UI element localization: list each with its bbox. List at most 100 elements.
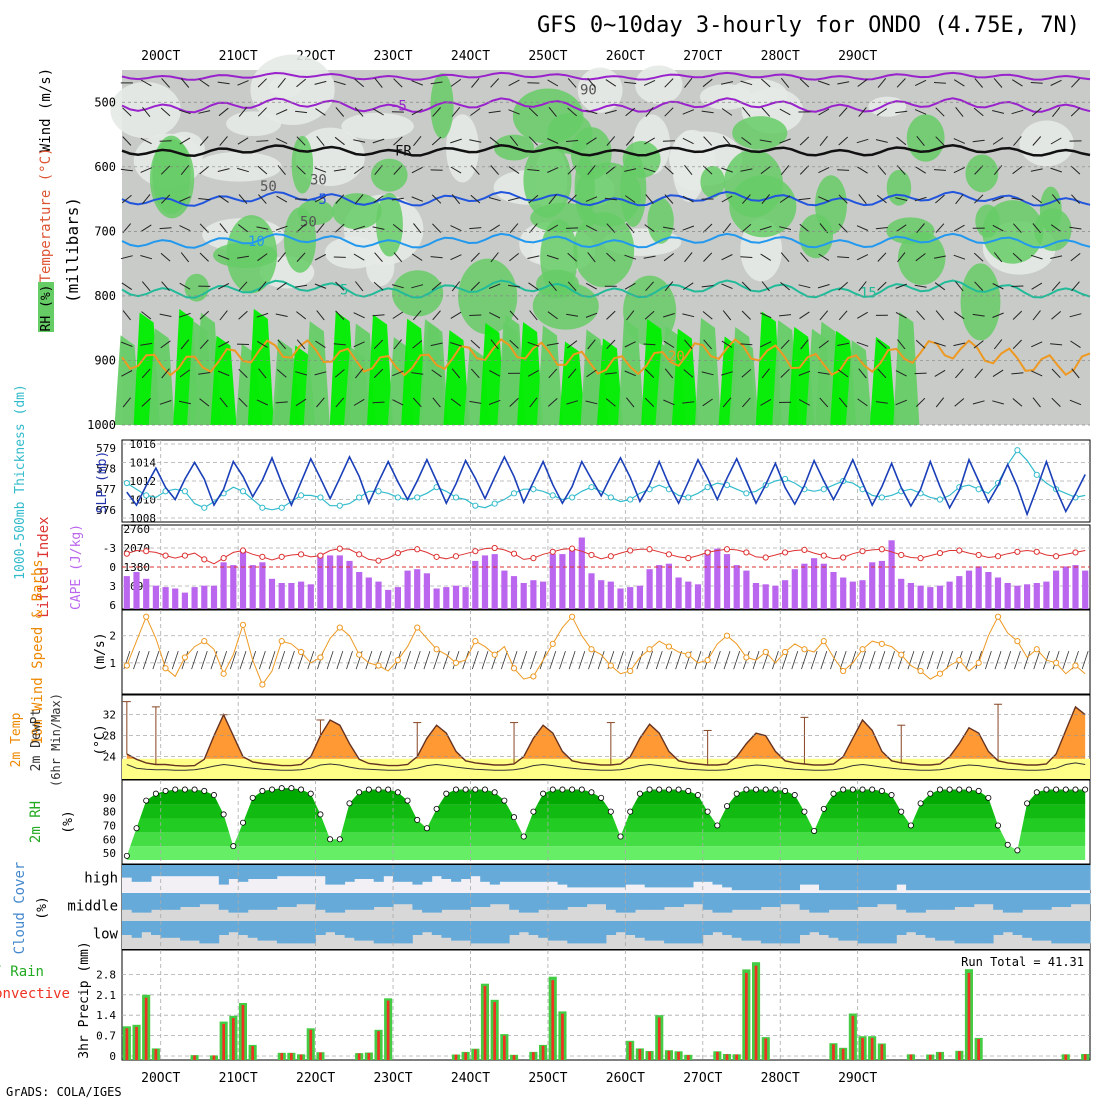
- unit-rh2m: (%): [61, 810, 76, 833]
- li-point: [879, 547, 884, 552]
- cloud-low-bar: [877, 921, 887, 943]
- label-minmax: (6hr Min/Max): [49, 693, 63, 787]
- wind-barb: [644, 344, 656, 345]
- precip-convective-bar: [542, 1046, 545, 1060]
- rh-point: [908, 823, 913, 828]
- rh-point: [628, 809, 633, 814]
- cloud-high-bar: [1032, 865, 1042, 890]
- cloud-high-bar: [935, 865, 945, 890]
- cloud-high-bar: [364, 865, 374, 879]
- cloud-low-bar: [722, 921, 732, 935]
- wind-speed-point: [182, 655, 187, 660]
- rh-point: [308, 791, 313, 796]
- precip-convective-bar: [300, 1055, 303, 1061]
- cape-bar: [259, 562, 265, 609]
- cloud-middle-bar: [132, 893, 142, 913]
- cape-bar: [424, 573, 430, 609]
- cloud-low-bar: [858, 921, 868, 943]
- wind-speed-point: [376, 663, 381, 668]
- wind-speed-point: [995, 614, 1000, 619]
- cloud-low-bar: [316, 921, 326, 935]
- cloud-high-bar: [500, 865, 510, 882]
- cloud-low-bar: [645, 921, 655, 941]
- cloud-layer-label: middle: [67, 898, 118, 914]
- cloud-low-bar: [567, 921, 577, 943]
- cloud-low-bar: [490, 921, 500, 943]
- cloud-low-bar: [829, 921, 839, 938]
- cape-bar: [937, 586, 943, 609]
- cape-bar: [724, 554, 730, 609]
- precip-convective-bar: [503, 1036, 506, 1060]
- cloud-high-bar: [538, 865, 548, 882]
- rh-point: [579, 787, 584, 792]
- label-cloud: Cloud Cover: [12, 862, 28, 955]
- rh-point: [976, 788, 981, 793]
- cloud-high-bar: [596, 865, 606, 887]
- rh-point: [492, 790, 497, 795]
- rh-point: [666, 787, 671, 792]
- cloud-high-bar: [509, 865, 519, 882]
- cloud-high-bar: [1022, 865, 1032, 890]
- cloud-middle-bar: [219, 893, 229, 910]
- cloud-high-bar: [587, 865, 597, 887]
- cloud-low-bar: [238, 921, 248, 935]
- rh-band: [122, 846, 1090, 860]
- precip-convective-bar: [387, 1001, 390, 1060]
- precip-convective-bar: [716, 1052, 719, 1060]
- rh-point: [550, 787, 555, 792]
- ytick-slp: 1012: [130, 475, 157, 488]
- wind-barb: [373, 402, 385, 403]
- cloud-high-bar: [732, 865, 742, 890]
- rh-moist-patch: [907, 114, 945, 161]
- cloud-high-bar: [945, 865, 955, 890]
- cloud-middle-bar: [674, 893, 684, 907]
- cape-bar: [240, 551, 246, 609]
- rh-point: [1063, 787, 1068, 792]
- wind-speed-point: [298, 649, 303, 654]
- cloud-high-bar: [403, 865, 413, 882]
- cloud-middle-bar: [984, 893, 994, 904]
- cloud-middle-bar: [403, 893, 413, 904]
- cloud-high-bar: [887, 865, 897, 890]
- cloud-high-bar: [993, 865, 1003, 890]
- rh-point: [173, 787, 178, 792]
- cloud-high-bar: [800, 865, 810, 885]
- cloud-high-bar: [199, 865, 209, 876]
- cloud-middle-bar: [529, 893, 539, 913]
- cape-bar: [501, 571, 507, 609]
- ylabel-pressure: (millibars): [63, 197, 82, 303]
- cloud-high-bar: [906, 865, 916, 890]
- li-point: [937, 550, 942, 555]
- wind-barb: [915, 373, 927, 374]
- thickness-point: [879, 495, 884, 500]
- li-point: [802, 547, 807, 552]
- thickness-point: [550, 493, 555, 498]
- rh-point: [870, 787, 875, 792]
- ytick-pressure: 700: [94, 224, 116, 238]
- rh-moist-patch: [1034, 208, 1071, 251]
- cape-bar: [414, 569, 420, 609]
- cape-bar: [763, 584, 769, 609]
- rh-point: [144, 798, 149, 803]
- cloud-middle-bar: [654, 893, 664, 910]
- cape-bar: [734, 565, 740, 609]
- cape-bar: [569, 550, 575, 609]
- li-point: [995, 554, 1000, 559]
- li-point: [240, 548, 245, 553]
- cloud-middle-bar: [993, 893, 1003, 910]
- thickness-point: [782, 476, 787, 481]
- cloud-high-bar: [955, 865, 965, 890]
- wind-speed-point: [821, 639, 826, 644]
- cloud-low-bar: [403, 921, 413, 943]
- cloud-low-bar: [412, 921, 422, 935]
- cloud-middle-bar: [645, 893, 655, 910]
- rh-point: [386, 787, 391, 792]
- time-label-bottom: 24OCT: [451, 1071, 490, 1086]
- cloud-low-bar: [683, 921, 693, 943]
- ytick-rh: 90: [103, 792, 116, 805]
- time-label-top: 27OCT: [683, 49, 722, 64]
- cloud-middle-bar: [1013, 893, 1023, 913]
- cloud-low-bar: [848, 921, 858, 941]
- li-point: [841, 555, 846, 560]
- cape-bar: [1043, 582, 1049, 609]
